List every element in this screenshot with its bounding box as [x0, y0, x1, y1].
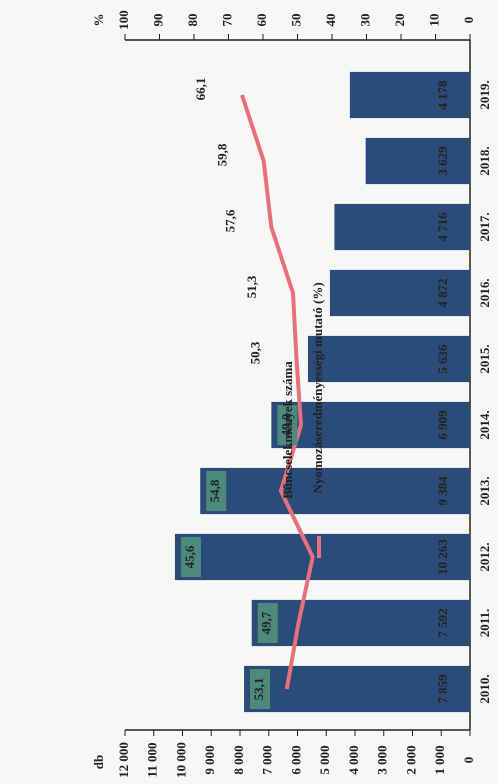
bar	[365, 137, 470, 185]
line	[240, 94, 315, 690]
y-tick-label: 8 000	[231, 745, 246, 774]
y-tick-label: 9 000	[202, 745, 217, 774]
bar-value-label: 7 592	[435, 608, 450, 637]
y-tick-label: 10 000	[173, 742, 188, 778]
category-label: 2015.	[477, 344, 492, 373]
y2-tick-label: 90	[150, 14, 165, 27]
y2-tick-label: 20	[392, 14, 407, 27]
category-label: 2019.	[477, 80, 492, 109]
category-label: 2014.	[477, 410, 492, 439]
value-box	[277, 405, 298, 445]
bar-value-label: 10 263	[435, 539, 450, 575]
category-label: 2012.	[477, 542, 492, 571]
y-tick-label: 1 000	[432, 745, 447, 774]
value-box	[206, 471, 227, 511]
y-tick-label: 4 000	[346, 745, 361, 774]
y-tick-label: 0	[461, 757, 476, 764]
bar	[200, 467, 470, 515]
y2-tick-label: 50	[288, 14, 303, 27]
line-value-label: 49,0	[278, 414, 293, 437]
y-tick-label: 12 000	[116, 742, 131, 778]
y-tick-label: 2 000	[403, 745, 418, 774]
line-value-label: 51,3	[244, 275, 259, 298]
legend-label: Bűncselekmények száma	[280, 361, 295, 499]
bar-value-label: 4 872	[435, 278, 450, 307]
line-value-label: 54,8	[207, 479, 222, 502]
bar	[307, 335, 470, 383]
y2-tick-label: 70	[219, 14, 234, 27]
bar	[349, 71, 470, 119]
category-label: 2016.	[477, 278, 492, 307]
bar-value-label: 7 859	[435, 674, 450, 704]
bar-value-label: 3 629	[435, 146, 450, 176]
category-label: 2011.	[477, 609, 492, 638]
bar-value-label: 4 716	[435, 212, 450, 242]
line-value-label: 57,6	[222, 209, 237, 232]
line-value-label: 59,8	[215, 143, 230, 166]
category-label: 2013.	[477, 476, 492, 505]
legend-label: Nyomozáseredményességi mutató (%)	[310, 282, 325, 493]
y2-tick-label: 30	[357, 14, 372, 27]
y2-axis-label: %	[91, 14, 106, 27]
y2-tick-label: 40	[323, 14, 338, 27]
line-value-label: 50,3	[247, 341, 262, 364]
line-value-label: 66,1	[193, 78, 208, 101]
legend-swatch	[283, 536, 295, 558]
bar-value-label: 6 909	[435, 410, 450, 440]
bar	[329, 269, 470, 317]
category-label: 2017.	[477, 212, 492, 241]
bar	[244, 665, 470, 713]
y-tick-label: 11 000	[145, 742, 160, 777]
y2-tick-label: 60	[254, 14, 269, 27]
y2-tick-label: 0	[461, 17, 476, 24]
y-tick-label: 7 000	[260, 745, 275, 774]
bar	[251, 599, 470, 647]
y2-tick-label: 80	[185, 14, 200, 27]
bar	[334, 203, 470, 251]
value-box	[250, 669, 271, 709]
bar-value-label: 4 178	[435, 80, 450, 110]
bar-value-label: 5 636	[435, 344, 450, 374]
category-label: 2010.	[477, 674, 492, 703]
y2-tick-label: 10	[426, 14, 441, 27]
line-value-label: 53,1	[251, 678, 266, 701]
y2-tick-label: 100	[116, 10, 131, 30]
category-label: 2018.	[477, 146, 492, 175]
y-tick-label: 6 000	[288, 745, 303, 774]
bar	[174, 533, 470, 581]
value-box	[180, 537, 201, 577]
line-value-label: 49,7	[259, 611, 274, 634]
bar	[271, 401, 470, 449]
value-box	[257, 603, 278, 643]
y-tick-label: 5 000	[317, 745, 332, 774]
bar-value-label: 9 384	[435, 476, 450, 506]
y-axis-label: db	[91, 755, 106, 769]
line-value-label: 45,6	[182, 545, 197, 568]
y-tick-label: 3 000	[375, 745, 390, 774]
